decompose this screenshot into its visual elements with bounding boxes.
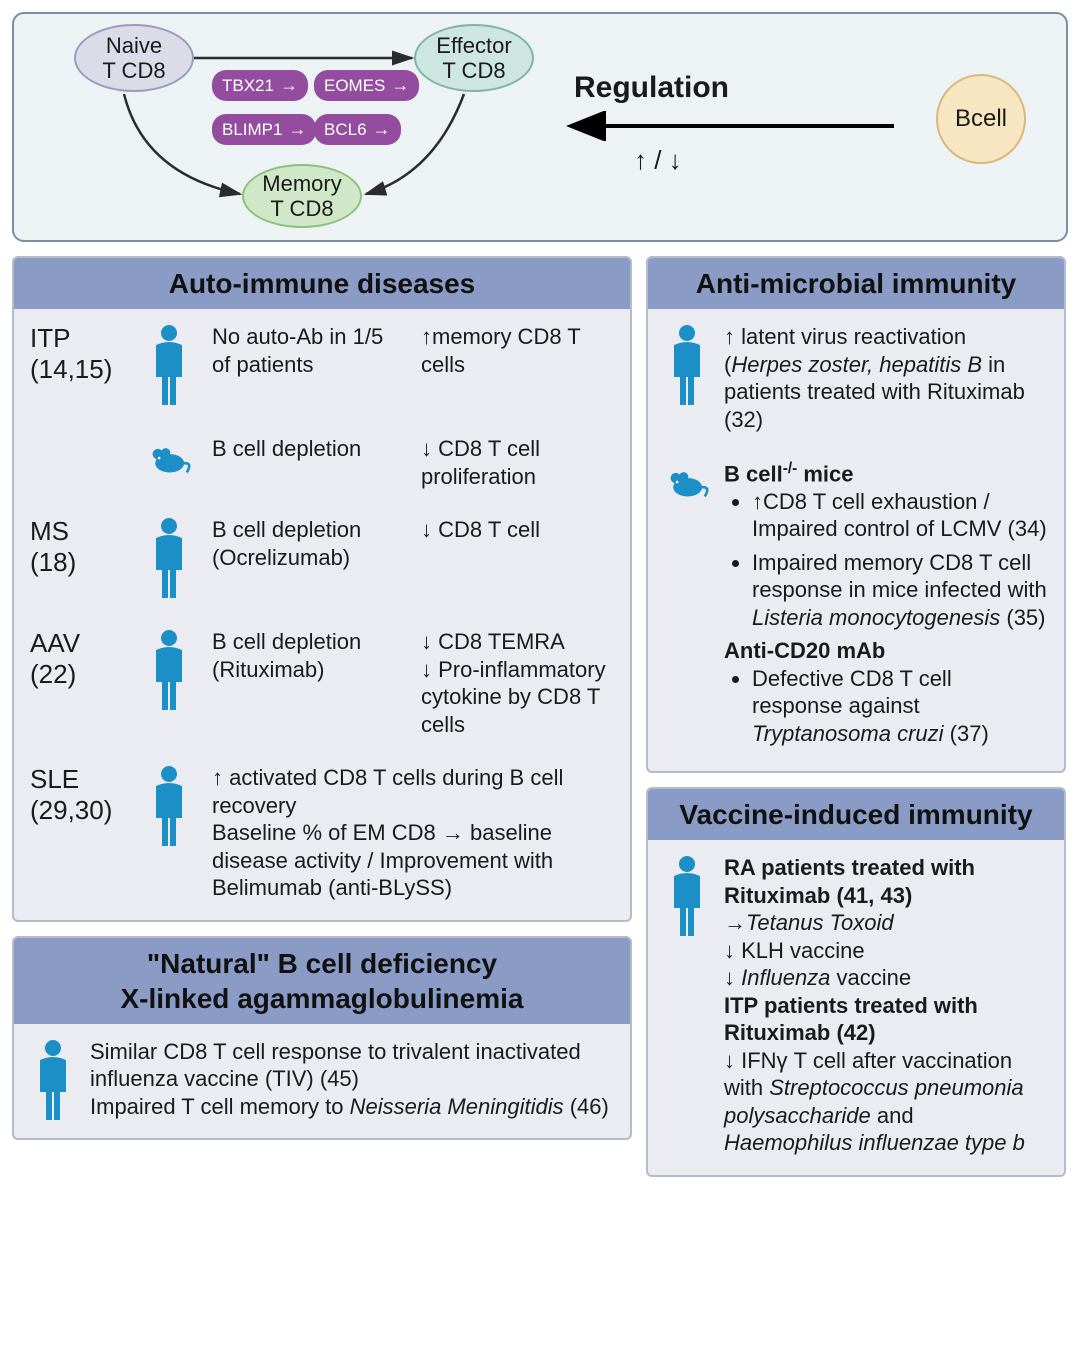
person-icon — [148, 516, 190, 602]
itp-m-c2: ↓ CD8 T cell proliferation — [421, 435, 614, 490]
person-icon — [148, 764, 190, 850]
person-icon — [666, 323, 708, 409]
sle-text: ↑ activated CD8 T cells during B cell re… — [212, 764, 614, 902]
mouse-icon — [146, 435, 192, 485]
bcell-ko-header: B cell-/- mice — [724, 459, 1048, 488]
itp-m-c1: B cell depletion — [212, 435, 405, 490]
naive-tcell: Naive T CD8 — [74, 24, 194, 92]
itp-vax-line: ↓ IFNγ T cell after vaccination with Str… — [724, 1047, 1048, 1157]
mouse-bullet-2: Impaired memory CD8 T cell response in m… — [752, 549, 1048, 632]
ms-c2: ↓ CD8 T cell — [421, 516, 614, 571]
itp-h-c2: ↑memory CD8 T cells — [421, 323, 614, 378]
mouse-icon — [664, 459, 710, 509]
antimicrobial-human-row: ↑ latent virus reactivation (Herpes zost… — [664, 323, 1048, 433]
aav-c2: ↓ CD8 TEMRA ↓ Pro-inflammatory cytokine … — [421, 628, 614, 738]
aav-label: AAV (22) — [30, 628, 126, 690]
natural-line2: Impaired T cell memory to Neisseria Meni… — [90, 1093, 614, 1121]
antimicrobial-title: Anti-microbial immunity — [648, 258, 1064, 309]
person-icon — [666, 854, 708, 940]
memory-tcell: Memory T CD8 — [242, 164, 362, 228]
regulation-arrow — [554, 109, 914, 152]
effector-label: Effector T CD8 — [436, 33, 511, 84]
itp-vax-header: ITP patients treated with Rituximab (42) — [724, 992, 1048, 1047]
antimicrobial-mouse-row: B cell-/- mice ↑CD8 T cell exhaustion / … — [664, 459, 1048, 753]
aav-c1: B cell depletion (Rituximab) — [212, 628, 405, 738]
vaccine-row: RA patients treated with Rituximab (41, … — [664, 854, 1048, 1157]
ra-header: RA patients treated with Rituximab (41, … — [724, 854, 1048, 909]
gene-bcl6: BCL6 — [314, 114, 401, 145]
natural-title: "Natural" B cell deficiency X-linked aga… — [14, 938, 630, 1024]
antimicrobial-mouse-text: B cell-/- mice ↑CD8 T cell exhaustion / … — [724, 459, 1048, 753]
gene-blimp1: BLIMP1 — [212, 114, 316, 145]
ms-c1: B cell depletion (Ocrelizumab) — [212, 516, 405, 571]
gene-tbx21: TBX21 — [212, 70, 308, 101]
regulation-updown: ↑ / ↓ — [634, 144, 682, 177]
vaccine-panel: Vaccine-induced immunity RA patients tre… — [646, 787, 1066, 1177]
ra-line1: →Tetanus Toxoid — [724, 909, 1048, 937]
itp-row-mouse: B cell depletion ↓ CD8 T cell proliferat… — [30, 435, 614, 490]
sle-row: SLE (29,30) ↑ activated CD8 T cells duri… — [30, 764, 614, 902]
regulation-label: Regulation — [574, 69, 729, 107]
natural-text: Similar CD8 T cell response to trivalent… — [90, 1038, 614, 1121]
main-grid: Auto-immune diseases ITP (14,15) No auto… — [12, 256, 1068, 1177]
cd20-header: Anti-CD20 mAb — [724, 637, 1048, 665]
effector-tcell: Effector T CD8 — [414, 24, 534, 92]
top-regulation-diagram: Naive T CD8 Effector T CD8 Memory T CD8 … — [12, 12, 1068, 242]
person-icon — [32, 1038, 74, 1124]
naive-label: Naive T CD8 — [102, 33, 165, 84]
natural-line1: Similar CD8 T cell response to trivalent… — [90, 1038, 614, 1093]
vaccine-title: Vaccine-induced immunity — [648, 789, 1064, 840]
itp-label: ITP (14,15) — [30, 323, 126, 385]
antimicrobial-panel: Anti-microbial immunity ↑ latent virus r… — [646, 256, 1066, 773]
person-icon — [148, 323, 190, 409]
aav-row: AAV (22) B cell depletion (Rituximab) ↓ … — [30, 628, 614, 738]
autoimmune-title: Auto-immune diseases — [14, 258, 630, 309]
cd20-bullet-1: Defective CD8 T cell response against Tr… — [752, 665, 1048, 748]
mouse-bullet-1: ↑CD8 T cell exhaustion / Impaired contro… — [752, 488, 1048, 543]
natural-panel: "Natural" B cell deficiency X-linked aga… — [12, 936, 632, 1140]
ra-line3: ↓ Influenza vaccine — [724, 964, 1048, 992]
itp-h-c1: No auto-Ab in 1/5 of patients — [212, 323, 405, 378]
ms-row: MS (18) B cell depletion (Ocrelizumab) ↓… — [30, 516, 614, 602]
sle-label: SLE (29,30) — [30, 764, 126, 826]
ms-label: MS (18) — [30, 516, 126, 578]
ra-line2: ↓ KLH vaccine — [724, 937, 1048, 965]
memory-label: Memory T CD8 — [262, 171, 341, 222]
bcell: Bcell — [936, 74, 1026, 164]
autoimmune-panel: Auto-immune diseases ITP (14,15) No auto… — [12, 256, 632, 922]
vaccine-text: RA patients treated with Rituximab (41, … — [724, 854, 1048, 1157]
itp-row-human: ITP (14,15) No auto-Ab in 1/5 of patient… — [30, 323, 614, 409]
bcell-label: Bcell — [955, 105, 1007, 133]
gene-eomes: EOMES — [314, 70, 419, 101]
antimicrobial-human-text: ↑ latent virus reactivation (Herpes zost… — [724, 323, 1048, 433]
person-icon — [148, 628, 190, 714]
